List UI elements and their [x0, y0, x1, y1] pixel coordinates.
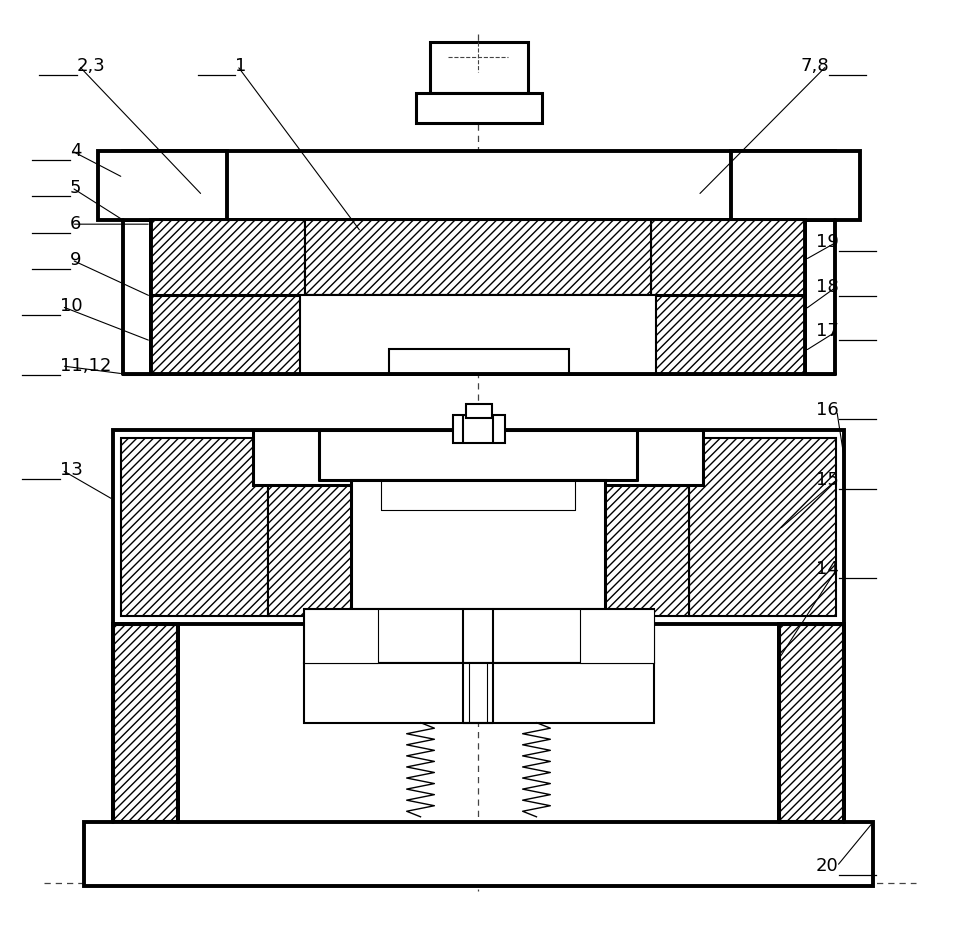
- Text: 13: 13: [59, 461, 82, 479]
- Bar: [780, 625, 843, 820]
- Text: 10: 10: [59, 298, 82, 315]
- Bar: [151, 221, 805, 374]
- Bar: [689, 438, 835, 616]
- Bar: [123, 151, 835, 221]
- Text: 4: 4: [70, 142, 81, 159]
- Bar: [151, 221, 304, 374]
- Text: 7,8: 7,8: [800, 57, 829, 74]
- Bar: [454, 415, 504, 443]
- Text: 1: 1: [235, 57, 247, 74]
- Bar: [466, 403, 492, 418]
- Bar: [122, 438, 268, 616]
- Bar: [415, 94, 543, 123]
- Bar: [99, 151, 227, 221]
- Text: 16: 16: [816, 401, 838, 420]
- Bar: [779, 624, 844, 821]
- Text: 17: 17: [816, 323, 838, 340]
- Bar: [431, 42, 527, 94]
- Text: 5: 5: [70, 179, 81, 197]
- Text: 2,3: 2,3: [77, 57, 105, 74]
- Bar: [300, 295, 657, 374]
- Bar: [580, 609, 655, 663]
- Text: 6: 6: [70, 215, 81, 234]
- Bar: [731, 151, 859, 221]
- Text: 19: 19: [816, 233, 838, 251]
- Bar: [83, 821, 874, 886]
- Bar: [113, 430, 844, 624]
- Bar: [303, 663, 655, 723]
- Bar: [389, 349, 569, 374]
- Bar: [113, 624, 178, 821]
- Bar: [595, 438, 689, 616]
- Text: 14: 14: [816, 560, 838, 578]
- Bar: [304, 221, 652, 295]
- Text: 15: 15: [816, 471, 838, 489]
- Bar: [268, 438, 362, 616]
- Bar: [652, 221, 805, 374]
- Text: 11,12: 11,12: [59, 357, 111, 375]
- Bar: [114, 625, 177, 820]
- Text: 18: 18: [816, 277, 838, 296]
- Bar: [253, 430, 703, 485]
- Bar: [303, 609, 655, 663]
- Text: 20: 20: [816, 857, 838, 875]
- Bar: [303, 609, 378, 663]
- Text: 9: 9: [70, 251, 81, 269]
- Bar: [351, 480, 605, 609]
